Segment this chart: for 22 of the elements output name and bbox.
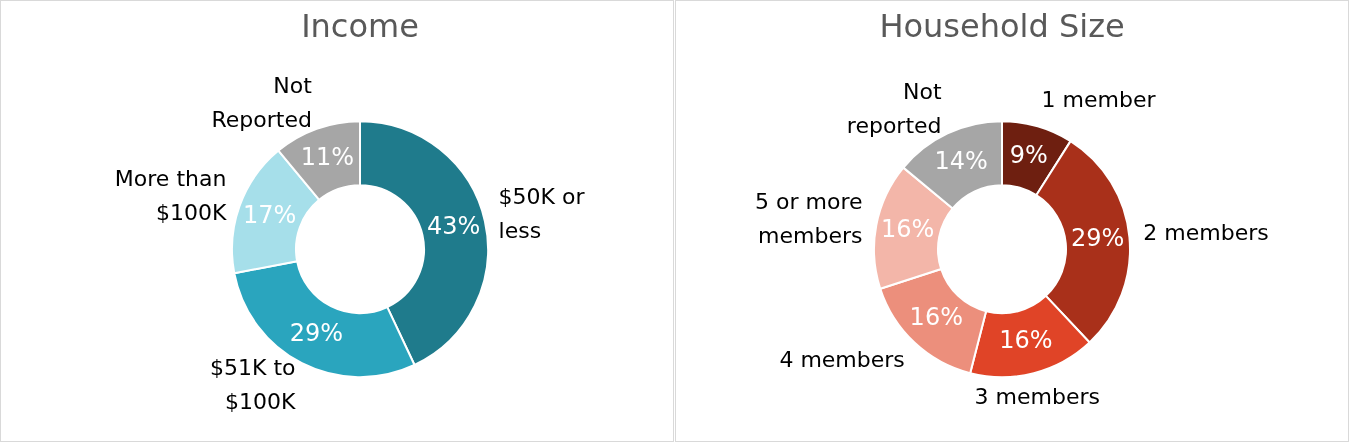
slice-label: 2 members	[1143, 220, 1269, 246]
data-label: 43%	[427, 212, 481, 241]
data-label: 16%	[909, 303, 963, 332]
slice-label: Not reported	[846, 78, 942, 138]
data-label: 16%	[881, 215, 935, 244]
slice-label: 5 or more members	[755, 189, 863, 249]
slice-label: Not Reported	[211, 73, 313, 133]
chart-title: Household Size	[879, 6, 1125, 45]
slice-label: $50K or less	[498, 184, 586, 244]
slice-label: More than $100K	[114, 165, 227, 225]
data-label: 11%	[300, 143, 355, 172]
data-label: 17%	[243, 200, 297, 229]
data-label: 9%	[1009, 141, 1048, 170]
data-label: 14%	[934, 146, 988, 175]
chart-title: Income	[301, 6, 419, 45]
slice-label: 4 members	[779, 347, 905, 373]
data-label: 29%	[1070, 224, 1125, 253]
slice-label: $51K to $100K	[210, 355, 297, 415]
slice-label: 1 member	[1041, 87, 1157, 113]
data-label: 29%	[289, 318, 344, 347]
slice-label: 3 members	[974, 384, 1101, 410]
data-label: 16%	[999, 326, 1053, 355]
